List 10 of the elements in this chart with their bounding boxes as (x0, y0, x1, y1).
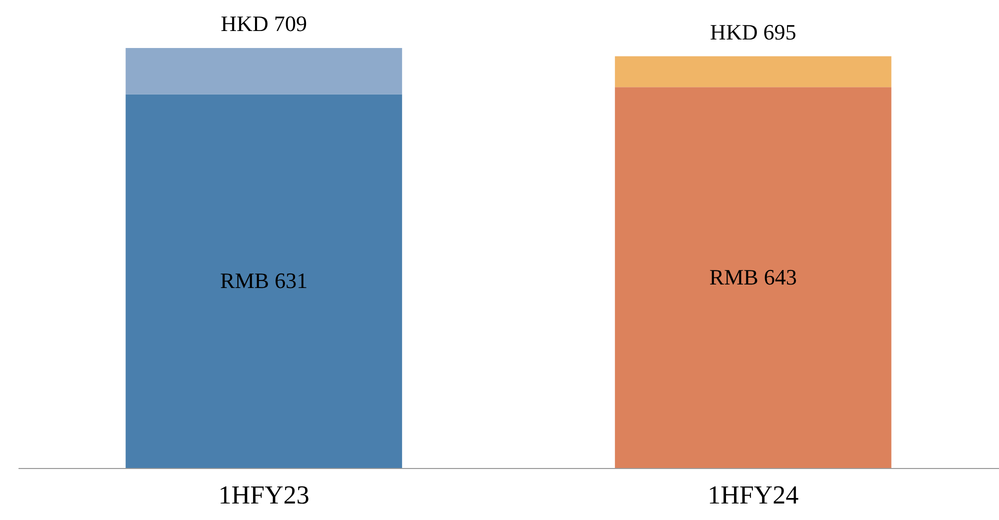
data-label: RMB 643 (709, 264, 797, 290)
bar (614, 56, 892, 88)
total-label: HKD 709 (220, 11, 307, 36)
x-tick-label: 1HFY23 (218, 480, 310, 510)
bar (614, 87, 892, 468)
bar (126, 48, 402, 94)
x-tick-label: 1HFY24 (708, 480, 799, 510)
data-label: RMB 631 (220, 268, 308, 294)
bar (126, 94, 402, 468)
total-label: HKD 695 (710, 19, 796, 44)
